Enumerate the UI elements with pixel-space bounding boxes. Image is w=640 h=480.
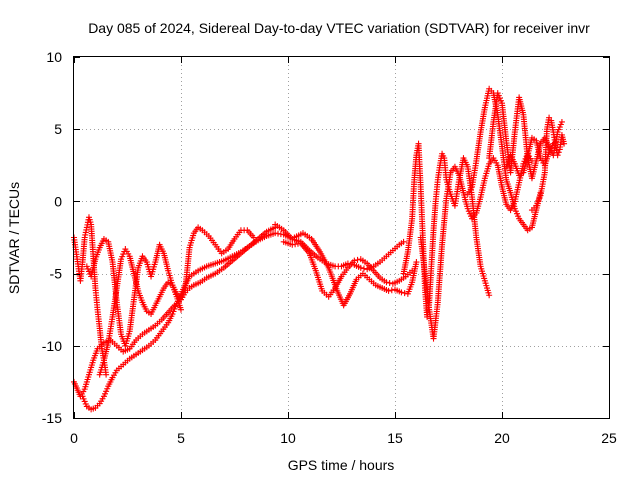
data-point-track-g [354, 256, 361, 263]
data-point-track-h [398, 289, 405, 296]
x-tick-label: 15 [387, 430, 403, 446]
data-point-track-h [385, 287, 392, 294]
data-point-track-g [386, 279, 393, 286]
y-tick-label: -15 [42, 410, 62, 426]
data-point-track-m [555, 149, 562, 156]
data-point-track-i [486, 292, 493, 299]
data-point-track-d [250, 234, 257, 241]
x-axis-label: GPS time / hours [288, 457, 395, 473]
data-point-track-m [554, 152, 561, 159]
x-tick-label: 0 [70, 430, 78, 446]
x-tick-label: 5 [177, 430, 185, 446]
y-tick-label: 5 [54, 121, 62, 137]
y-tick-label: -10 [42, 338, 62, 354]
data-point-track-c [103, 371, 110, 378]
data-point-track-f [357, 264, 364, 271]
data-point-track-g [351, 257, 358, 264]
data-points [71, 85, 568, 413]
data-point-track-n [550, 140, 557, 147]
y-tick-label: -5 [50, 266, 63, 282]
data-point-track-e [178, 306, 184, 313]
data-point-track-g [383, 279, 390, 286]
data-point-track-h [401, 290, 408, 297]
grid-lines [74, 57, 609, 418]
y-tick-label: 10 [46, 49, 62, 65]
x-tick-label: 25 [601, 430, 617, 446]
data-point-track-f [400, 238, 407, 245]
axis-ticks [74, 57, 610, 419]
plot-frame [73, 56, 610, 419]
x-tick-label: 20 [494, 430, 510, 446]
data-point-track-h [388, 287, 395, 294]
x-tick-label: 10 [280, 430, 296, 446]
data-point-track-l [558, 118, 565, 125]
chart-title: Day 085 of 2024, Sidereal Day-to-day VTE… [88, 20, 590, 36]
y-axis-label: SDTVAR / TECUs [6, 182, 22, 294]
data-point-track-h [413, 259, 420, 266]
y-tick-label: 0 [54, 193, 62, 209]
data-point-track-m [561, 140, 568, 147]
data-point-track-f [360, 265, 367, 272]
tick-labels: 0 5 10 15 20 25 -15 -10 -5 0 5 10 [42, 49, 617, 446]
